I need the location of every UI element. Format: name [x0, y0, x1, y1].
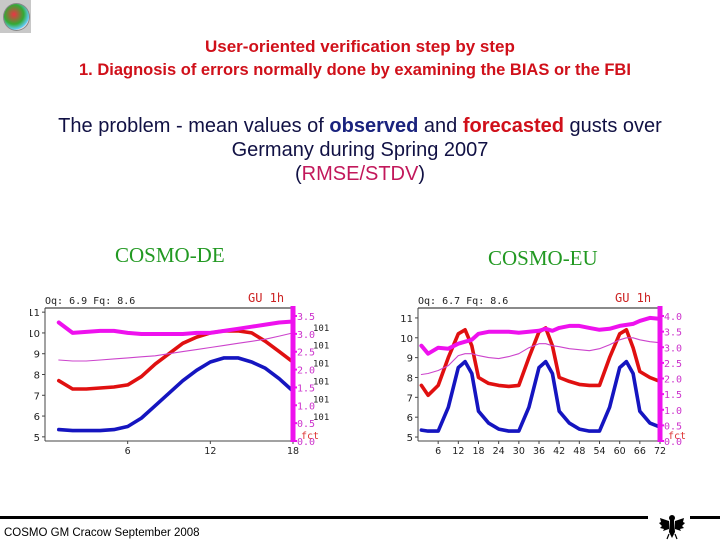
paren: ) [418, 163, 426, 185]
y2-tick-label: 0.0 [664, 437, 682, 448]
y-tick-label: 11 [30, 308, 40, 319]
x-tick-label: 66 [634, 446, 646, 457]
footer-text: COSMO GM Cracow September 2008 [4, 527, 200, 539]
series-line [419, 359, 662, 433]
forecasted-label: forecasted [462, 115, 564, 137]
desc-text: gusts over [564, 115, 662, 137]
chart-header-stats: Oq: 6.7 Fq: 8.6 [418, 296, 508, 307]
desc-text: and [418, 115, 463, 137]
footer-divider [690, 516, 720, 519]
y2-tick-label: 1.5 [664, 390, 682, 401]
dwd-logo [0, 0, 31, 33]
series-line [58, 332, 294, 362]
y2-tick-label: 2.0 [664, 375, 682, 386]
y-tick-label: 8 [34, 371, 40, 382]
y-tick-label: 6 [34, 412, 40, 423]
y2-axis-label: fct [668, 431, 686, 442]
x-tick-label: 12 [204, 446, 216, 457]
chart-cosmo-de: Oq: 6.9 Fq: 8.6 GU 1h 5 6 7 8 9 10 11 6 12 180.0 0.5… [30, 291, 329, 457]
series-line [56, 356, 295, 433]
y-tick-label: 10 [30, 329, 40, 340]
x-tick-label: 6 [125, 446, 131, 457]
y2-axis-label: fct [301, 431, 319, 442]
paren: ( [294, 163, 302, 185]
y-tick-label: 9 [407, 354, 413, 365]
y2-side-label: 101 [313, 413, 329, 423]
chart-cosmo-eu: Oq: 6.7 Fq: 8.6 GU 1h 5 6 7 8 9 10 11 6 12 18 24 30 36… [400, 291, 686, 457]
problem-description: The problem - mean values of observed an… [0, 114, 720, 186]
x-tick-label: 24 [493, 446, 505, 457]
series-line [420, 337, 661, 376]
slide-title: User-oriented verification step by step [205, 37, 515, 56]
y2-side-label: 101 [313, 360, 329, 370]
x-tick-label: 6 [435, 446, 441, 457]
y-tick-label: 5 [34, 433, 40, 444]
series-line [419, 315, 662, 356]
y2-tick-label: 1.0 [297, 401, 315, 412]
y-tick-label: 8 [407, 373, 413, 384]
y2-tick-label: 2.5 [664, 359, 682, 370]
y2-side-label: 101 [313, 395, 329, 405]
y2-tick-label: 2.0 [297, 366, 315, 377]
federal-eagle-icon [659, 515, 685, 540]
y2-tick-label: 1.5 [297, 383, 315, 394]
y2-side-label: 101 [313, 342, 329, 352]
x-tick-label: 12 [452, 446, 464, 457]
slide-subtitle: 1. Diagnosis of errors normally done by … [79, 61, 631, 79]
observed-label: observed [329, 115, 419, 137]
x-tick-label: 36 [533, 446, 545, 457]
series-line [56, 329, 295, 391]
y2-tick-label: 0.0 [297, 437, 315, 448]
y2-tick-label: 1.0 [664, 406, 682, 417]
x-tick-label: 48 [573, 446, 585, 457]
x-tick-label: 54 [593, 446, 605, 457]
desc-text: The problem - mean values of [58, 115, 330, 137]
x-tick-label: 42 [553, 446, 565, 457]
chart-header-stats: Oq: 6.9 Fq: 8.6 [45, 296, 135, 307]
x-tick-label: 60 [614, 446, 626, 457]
chart-header-param: GU 1h [248, 291, 284, 305]
y2-side-label: 101 [313, 324, 329, 334]
y-tick-label: 10 [400, 334, 413, 345]
y-tick-label: 9 [34, 350, 40, 361]
y2-tick-label: 0.5 [297, 419, 315, 430]
y-tick-label: 11 [400, 314, 413, 325]
y2-tick-label: 4.0 [664, 312, 682, 323]
x-tick-label: 18 [287, 446, 299, 457]
y2-tick-label: 3.0 [664, 343, 682, 354]
y-tick-label: 7 [407, 393, 413, 404]
y2-tick-label: 3.5 [664, 328, 682, 339]
y-tick-label: 6 [407, 413, 413, 424]
x-tick-label: 30 [513, 446, 525, 457]
chart-header-param: GU 1h [615, 291, 651, 305]
model-label-eu: COSMO-EU [488, 246, 598, 270]
y2-tick-label: 0.5 [664, 421, 682, 432]
x-tick-label: 18 [472, 446, 484, 457]
desc-line2: Germany during Spring 2007 [231, 139, 489, 161]
model-label-de: COSMO-DE [115, 243, 225, 267]
y2-tick-label: 3.5 [297, 312, 315, 323]
metric-label: RMSE/STDV [301, 163, 419, 185]
y2-tick-label: 3.0 [297, 330, 315, 341]
series-line [56, 319, 295, 336]
y-tick-label: 5 [407, 433, 413, 444]
footer-divider [0, 516, 648, 519]
x-tick-label: 72 [654, 446, 666, 457]
y-tick-label: 7 [34, 391, 40, 402]
y2-tick-label: 2.5 [297, 348, 315, 359]
y2-side-label: 101 [313, 377, 329, 387]
